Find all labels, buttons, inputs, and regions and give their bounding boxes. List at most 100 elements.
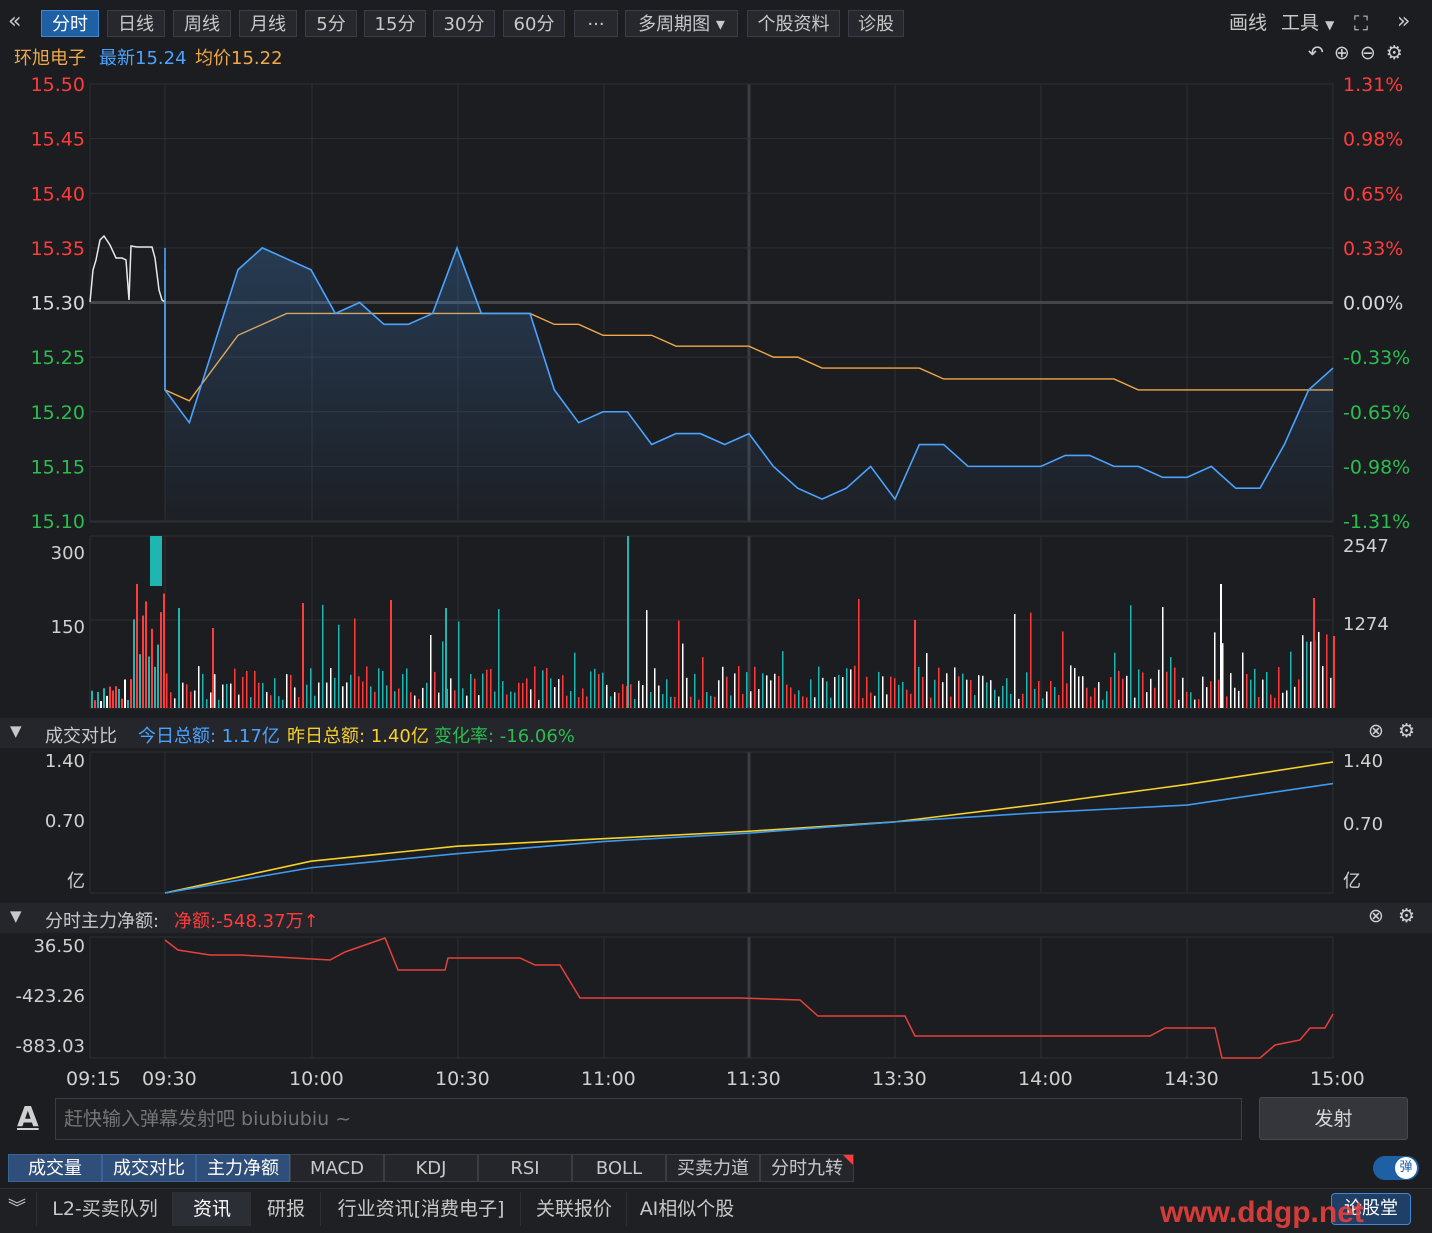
volume-bar (922, 676, 924, 708)
draw-line-button[interactable]: 画线 (1229, 12, 1268, 34)
bottom-tab-4[interactable]: 关联报价 (520, 1192, 627, 1226)
volume-bar (838, 675, 840, 708)
bottom-tab-3[interactable]: 行业资讯[消费电子] (320, 1192, 521, 1226)
indicator-tab-6[interactable]: BOLL (572, 1154, 666, 1182)
double-left-chevron-icon[interactable]: « (8, 9, 22, 34)
volume-bar (738, 666, 740, 708)
netflow-polyline (164, 937, 1334, 1059)
volume-bar (1262, 679, 1264, 708)
auction-line (89, 234, 166, 303)
volume-bar (674, 696, 676, 708)
volume-bar (1130, 605, 1132, 708)
volume-bar (946, 673, 948, 708)
tab-10[interactable]: 个股资料 (747, 10, 840, 37)
tab-11[interactable]: 诊股 (848, 10, 904, 37)
bottom-tab-2[interactable]: 研报 (250, 1192, 321, 1226)
volume-bar (610, 696, 612, 708)
indicator-tab-1[interactable]: 成交对比 (102, 1154, 196, 1182)
zoom-out-icon[interactable]: ⊖ (1359, 42, 1386, 64)
indicator-tab-8[interactable]: 分时九转 (760, 1154, 854, 1182)
volume-spike (178, 608, 180, 708)
volume-bar (1202, 676, 1204, 708)
volume-bar (398, 688, 400, 708)
collapse-icon[interactable]: ▼ (10, 907, 22, 925)
danmu-input[interactable] (55, 1098, 1242, 1140)
volume-bar (378, 668, 380, 708)
collapse-icon[interactable]: ▼ (10, 722, 22, 740)
close-icon[interactable]: ⊗ (1368, 720, 1384, 742)
collapse-chevrons-icon[interactable]: ︾ (8, 1198, 26, 1219)
zoom-in-icon[interactable]: ⊕ (1333, 42, 1360, 64)
volume-bar (594, 668, 596, 708)
tab-9[interactable]: 多周期图 ▾ (625, 10, 738, 37)
indicator-tab-7[interactable]: 买卖力道 (666, 1154, 760, 1182)
volume-bar (698, 699, 700, 708)
tab-8[interactable]: ··· (574, 10, 618, 37)
pct-label: 0.00% (1343, 293, 1403, 315)
indicator-tab-0[interactable]: 成交量 (8, 1154, 102, 1182)
volume-bar (306, 684, 308, 708)
volume-bar (1190, 692, 1192, 708)
volume-bar (133, 619, 135, 708)
volume-bar (145, 601, 147, 708)
volume-bar (1290, 651, 1292, 708)
send-button[interactable]: 发射 (1259, 1097, 1408, 1140)
volume-bar (318, 682, 320, 708)
bottom-tab-5[interactable]: AI相似个股 (626, 1192, 747, 1226)
pct-label: -1.31% (1343, 511, 1410, 533)
price-label: 15.30 (31, 293, 85, 315)
indicator-tab-3[interactable]: MACD (290, 1154, 384, 1182)
turnover-axis-labels: 1.40 0.70 亿 1.40 0.70 亿 (45, 751, 1383, 892)
danmu-toggle[interactable]: 弹 (1373, 1156, 1419, 1180)
double-right-chevron-icon[interactable]: » (1397, 9, 1411, 34)
volume-bar (542, 670, 544, 708)
bottom-tab-1[interactable]: 资讯 (172, 1192, 251, 1226)
undo-icon[interactable]: ↶ (1308, 42, 1334, 64)
gear-icon[interactable]: ⚙ (1398, 905, 1416, 927)
volume-bar (798, 690, 800, 708)
volume-bar (202, 673, 204, 708)
tab-6[interactable]: 30分 (433, 10, 495, 37)
volume-bar (590, 671, 592, 708)
volume-spike (914, 620, 916, 708)
gear-icon[interactable]: ⚙ (1385, 42, 1413, 64)
indicator-tab-2[interactable]: 主力净额 (196, 1154, 290, 1182)
tab-1[interactable]: 日线 (107, 10, 165, 37)
indicator-tab-5[interactable]: RSI (478, 1154, 572, 1182)
volume-bar (1214, 632, 1216, 708)
volume-bar (1094, 687, 1096, 708)
volume-bar (938, 667, 940, 708)
indicator-tab-4[interactable]: KDJ (384, 1154, 478, 1182)
volume-bar (1330, 677, 1332, 708)
vol-label: 300 (51, 543, 85, 564)
tab-2[interactable]: 周线 (173, 10, 231, 37)
tab-3[interactable]: 月线 (239, 10, 297, 37)
volume-bar (1242, 652, 1244, 708)
tab-4[interactable]: 5分 (305, 10, 357, 37)
tools-button[interactable]: 工具 ▼ (1281, 10, 1334, 39)
price-label: 15.45 (31, 129, 85, 151)
volume-bar (750, 691, 752, 708)
average-price: 均价15.22 (195, 48, 283, 69)
font-style-icon[interactable]: A (17, 1100, 39, 1133)
volume-bar (926, 653, 928, 708)
volume-bar (950, 696, 952, 708)
tab-0[interactable]: 分时 (41, 10, 99, 37)
volume-bar (130, 679, 132, 708)
price-axis-labels: 15.50 1.31% 15.45 0.98% 15.40 0.65% 15.35 0.33%… (31, 74, 1411, 533)
forum-button[interactable]: 论股堂 (1331, 1193, 1411, 1225)
cmp-label-r: 1.40 (1343, 751, 1383, 772)
volume-bar (115, 686, 117, 708)
tab-7[interactable]: 60分 (503, 10, 565, 37)
bottom-tab-0[interactable]: L2-买卖队列 (36, 1192, 173, 1226)
price-label: 15.15 (31, 456, 85, 478)
fullscreen-icon[interactable]: ⛶ (1354, 11, 1368, 35)
volume-bar (294, 687, 296, 708)
tab-5[interactable]: 15分 (364, 10, 426, 37)
volume-bar (574, 652, 576, 708)
close-icon[interactable]: ⊗ (1368, 905, 1384, 927)
cmp-label-r: 0.70 (1343, 814, 1383, 835)
gear-icon[interactable]: ⚙ (1398, 720, 1416, 742)
new-flag-icon (843, 1155, 853, 1165)
